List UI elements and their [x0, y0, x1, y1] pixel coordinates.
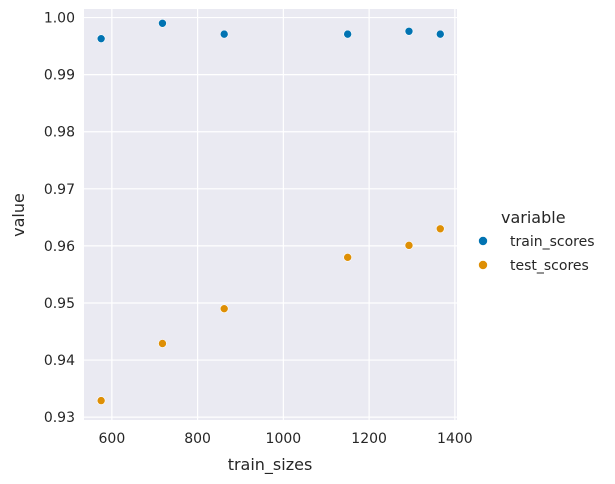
legend-marker-test-scores	[478, 260, 488, 270]
point-train-scores	[404, 26, 414, 36]
y-tick-label: 0.98	[44, 125, 75, 141]
point-train-scores	[343, 29, 352, 39]
point-test-scores	[435, 224, 445, 234]
x-tick-label: 600	[99, 431, 126, 447]
x-tick-label: 1200	[351, 431, 387, 447]
y-axis-label: value	[9, 193, 28, 237]
point-train-scores	[435, 29, 445, 39]
legend-label-train-scores: train_scores	[510, 234, 595, 250]
y-tick-label: 0.99	[44, 68, 75, 84]
point-train-scores	[96, 34, 106, 43]
point-train-scores	[219, 29, 229, 39]
point-test-scores	[219, 304, 229, 313]
point-test-scores	[96, 396, 106, 405]
legend-title: variable	[501, 208, 566, 227]
point-train-scores	[158, 18, 167, 28]
data-points	[96, 18, 445, 405]
x-axis-label: train_sizes	[228, 455, 313, 475]
point-test-scores	[343, 253, 352, 262]
grid-lines	[84, 9, 457, 420]
y-tick-label: 0.95	[44, 296, 75, 312]
x-tick-label: 800	[184, 431, 211, 447]
y-tick-label: 0.97	[44, 182, 75, 198]
tick-labels: 600 800 1000 1200 1400 0.93 0.94 0.95 0.96 0.97 0.…	[44, 11, 473, 447]
y-tick-label: 1.00	[44, 11, 75, 27]
y-tick-label: 0.93	[44, 410, 75, 426]
point-test-scores	[158, 339, 167, 348]
x-tick-label: 1400	[437, 431, 473, 447]
y-tick-label: 0.94	[44, 353, 75, 369]
x-tick-label: 1000	[266, 431, 302, 447]
point-test-scores	[404, 241, 414, 250]
legend-label-test-scores: test_scores	[510, 258, 589, 274]
plot-background	[84, 9, 457, 420]
legend: variable train_scores test_scores	[478, 208, 595, 274]
legend-marker-train-scores	[478, 236, 488, 246]
y-tick-label: 0.96	[44, 239, 75, 255]
